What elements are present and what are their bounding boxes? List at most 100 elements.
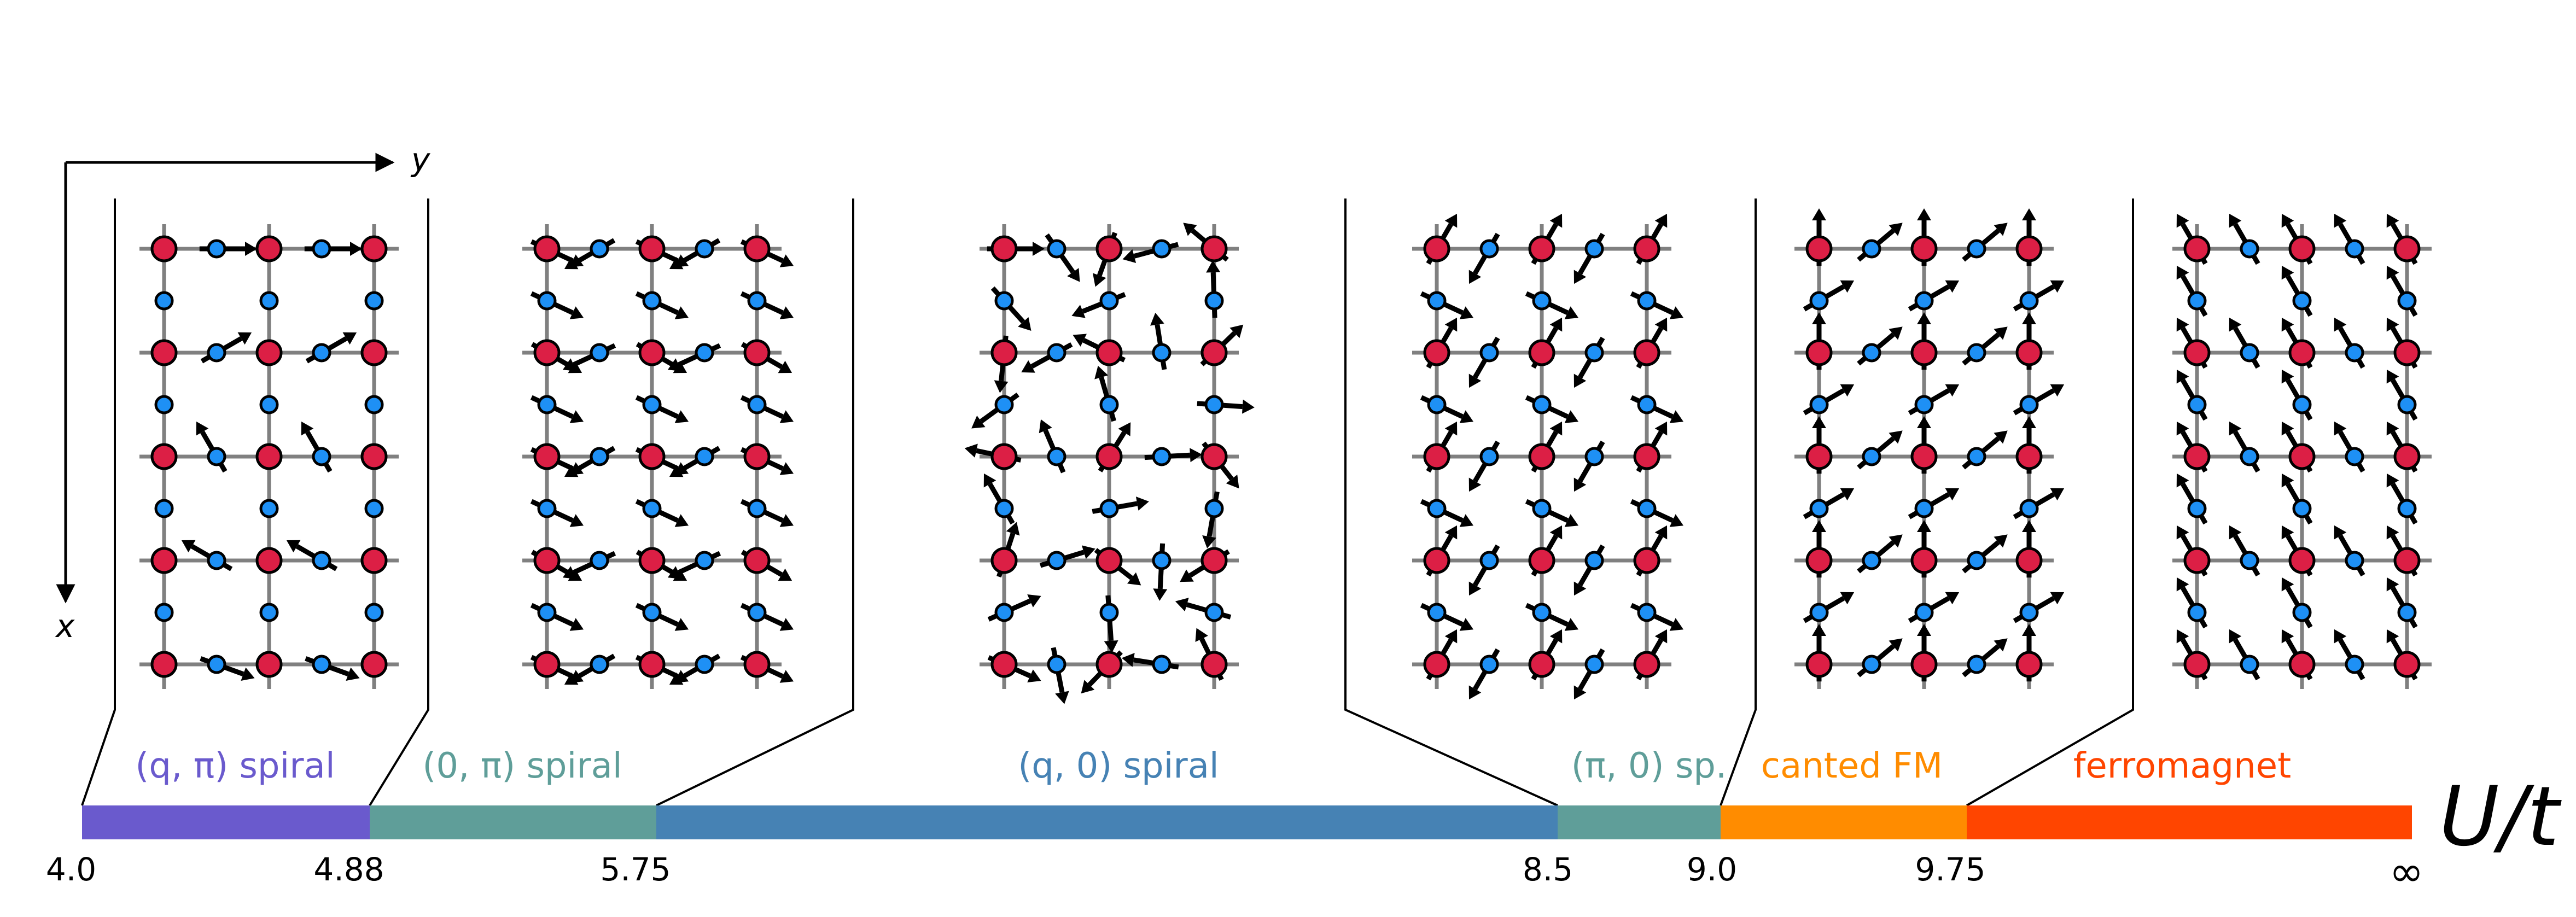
spin-arrow-head xyxy=(674,410,689,423)
lattice-site-large xyxy=(2393,651,2421,678)
spin-arrow-head xyxy=(1945,384,1960,397)
lattice-site-small xyxy=(2292,395,2312,414)
spin-arrow-head xyxy=(1073,334,1087,347)
lattice-site-large xyxy=(990,651,1018,678)
spin-arrow-head xyxy=(2176,421,2189,436)
lattice-site-large xyxy=(2183,651,2211,678)
spin-arrow-head xyxy=(1549,629,1563,644)
lattice-site-small xyxy=(695,343,714,363)
spin-arrow-head xyxy=(994,380,1009,393)
lattice-site-large xyxy=(255,235,283,262)
phase-segment-q-pi xyxy=(82,805,370,839)
spin-arrow-head xyxy=(779,306,794,319)
lattice-site-small xyxy=(747,499,767,518)
spin-lattice-0-pi-spiral xyxy=(522,224,794,689)
spin-arrow-head xyxy=(1573,477,1587,492)
lattice-site-small xyxy=(590,551,609,570)
spin-arrow-head xyxy=(669,464,684,477)
spin-arrow-head xyxy=(342,332,357,345)
spin-arrow-head xyxy=(1202,535,1216,548)
phase-label-pi-0: (π, 0) sp. xyxy=(1571,746,1727,786)
spin-arrow-head xyxy=(2281,525,2294,540)
spin-arrow-head xyxy=(778,360,792,373)
spin-arrow-head xyxy=(2229,317,2242,332)
spin-arrow-head xyxy=(564,256,579,270)
lattice-site-large xyxy=(255,651,283,678)
lattice-site-large xyxy=(1633,547,1660,574)
spin-arrow-head xyxy=(1564,306,1579,319)
lattice-site-small xyxy=(1967,239,1986,259)
spin-arrow-head xyxy=(1067,268,1080,282)
lattice-site-large xyxy=(1095,651,1123,678)
lattice-site-small xyxy=(1047,447,1066,466)
phase-label-ferromagnet: ferromagnet xyxy=(2073,746,2291,786)
lattice-site-large xyxy=(1910,547,1938,574)
spin-arrow-head xyxy=(1122,249,1137,264)
lattice-site-small xyxy=(1152,551,1172,570)
tick-label-9-75: 9.75 xyxy=(1915,851,1985,888)
spin-arrow-head xyxy=(562,358,577,371)
spin-arrow-head xyxy=(1564,410,1579,423)
spin-arrow-head xyxy=(1812,624,1826,636)
spin-arrow-head xyxy=(1018,317,1031,331)
spin-arrow-head xyxy=(983,473,996,488)
lattice-site-small xyxy=(1204,291,1224,311)
lattice-site-large xyxy=(1528,443,1555,470)
lattice-site-small xyxy=(1584,655,1604,674)
lattice-site-small xyxy=(642,291,662,311)
lattice-site-large xyxy=(255,547,283,574)
spin-arrow-head xyxy=(1564,514,1579,527)
spin-arrow-head xyxy=(1994,430,2008,444)
spin-arrow-head xyxy=(1812,208,1826,220)
lattice-site-large xyxy=(1200,339,1228,366)
spin-arrow-head xyxy=(779,514,794,527)
spin-arrow-head xyxy=(562,566,577,579)
lattice-site-small xyxy=(2187,603,2207,622)
lattice-site-large xyxy=(1805,651,1833,678)
spin-lattice-q-0-spiral xyxy=(964,223,1255,704)
lattice-site-small xyxy=(1637,291,1657,311)
lattice-site-large xyxy=(2393,339,2421,366)
lattice-site-small xyxy=(2240,343,2259,363)
lattice-site-small xyxy=(1099,291,1119,311)
coordinate-axes: y x xyxy=(55,141,430,645)
lattice-site-small xyxy=(2397,499,2417,518)
lattice-site-small xyxy=(2187,499,2207,518)
lattice-site-small xyxy=(2345,343,2364,363)
lattice-site-small xyxy=(2397,395,2417,414)
lattice-site-large xyxy=(1095,443,1123,470)
spin-arrow-head xyxy=(2176,265,2189,280)
spin-arrow-head xyxy=(1195,628,1208,642)
spin-arrow-head xyxy=(1654,525,1668,540)
spin-arrow-head xyxy=(1994,326,2008,340)
bracket-q-pi xyxy=(81,198,116,806)
spin-arrow-head xyxy=(674,514,689,527)
spin-arrow-head xyxy=(674,618,689,631)
spin-arrow-head xyxy=(2050,488,2065,501)
lattice-site-small xyxy=(1479,239,1499,259)
lattice-site-small xyxy=(1862,239,1881,259)
lattice-site-large xyxy=(150,235,178,262)
lattice-site-small xyxy=(695,239,714,259)
lattice-site-large xyxy=(2288,339,2316,366)
lattice-site-small xyxy=(1204,395,1224,414)
lattice-site-small xyxy=(1809,603,1829,622)
lattice-site-small xyxy=(994,291,1014,311)
spin-arrow-head xyxy=(2176,629,2189,644)
spin-arrow-head xyxy=(1444,213,1458,228)
spin-arrow-head xyxy=(1945,488,1960,501)
phase-label-canted-fm: canted FM xyxy=(1761,746,1943,786)
lattice-site-small xyxy=(2187,395,2207,414)
spin-arrow-head xyxy=(1444,629,1458,644)
spin-arrow-head xyxy=(181,540,196,553)
spin-arrow-head xyxy=(2176,317,2189,332)
lattice-site-small xyxy=(590,239,609,259)
lattice-site-large xyxy=(150,339,178,366)
spin-arrow-head xyxy=(1945,592,1960,605)
spin-arrow-head xyxy=(2386,577,2399,592)
lattice-site-large xyxy=(1200,651,1228,678)
phase-bar xyxy=(82,805,2412,839)
panel-brackets xyxy=(81,198,2134,807)
bracket-q-0-start xyxy=(656,198,854,807)
spin-arrow-head xyxy=(2386,213,2399,228)
